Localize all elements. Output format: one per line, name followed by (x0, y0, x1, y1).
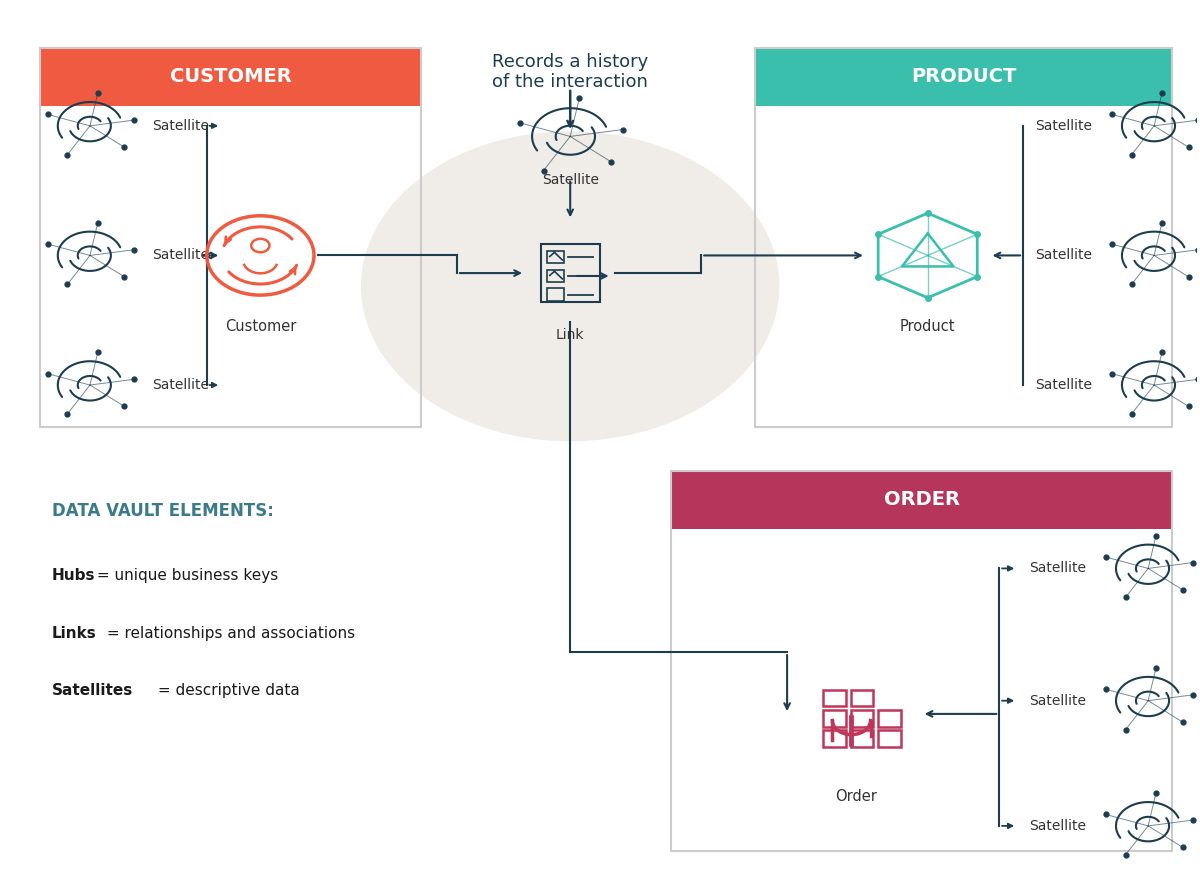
Text: CUSTOMER: CUSTOMER (169, 67, 292, 86)
Text: Satellite: Satellite (152, 119, 209, 133)
Text: Product: Product (900, 319, 955, 334)
Text: DATA VAULT ELEMENTS:: DATA VAULT ELEMENTS: (52, 502, 274, 521)
Text: = descriptive data: = descriptive data (154, 683, 300, 698)
Text: Satellite: Satellite (1036, 378, 1092, 392)
Text: PRODUCT: PRODUCT (911, 67, 1016, 86)
Text: Order: Order (835, 789, 877, 804)
Text: = unique business keys: = unique business keys (92, 569, 278, 584)
Text: ORDER: ORDER (883, 490, 960, 509)
Text: Link: Link (556, 328, 584, 342)
Text: Satellites: Satellites (52, 683, 133, 698)
Text: Satellite: Satellite (1036, 248, 1092, 263)
Text: Records a history
of the interaction: Records a history of the interaction (492, 53, 648, 92)
FancyBboxPatch shape (40, 48, 421, 106)
Circle shape (361, 132, 779, 441)
Text: Hubs: Hubs (52, 569, 95, 584)
Text: Satellite: Satellite (152, 248, 209, 263)
Text: = relationships and associations: = relationships and associations (102, 626, 355, 641)
Text: Customer: Customer (224, 319, 296, 334)
FancyBboxPatch shape (672, 472, 1172, 529)
FancyBboxPatch shape (755, 48, 1172, 106)
Text: Satellite: Satellite (1030, 562, 1086, 576)
Text: Satellite: Satellite (1030, 693, 1086, 708)
Text: Satellite: Satellite (1036, 119, 1092, 133)
Text: Links: Links (52, 626, 96, 641)
Text: Satellite: Satellite (152, 378, 209, 392)
Text: Satellite: Satellite (541, 174, 599, 188)
Text: Satellite: Satellite (1030, 819, 1086, 833)
